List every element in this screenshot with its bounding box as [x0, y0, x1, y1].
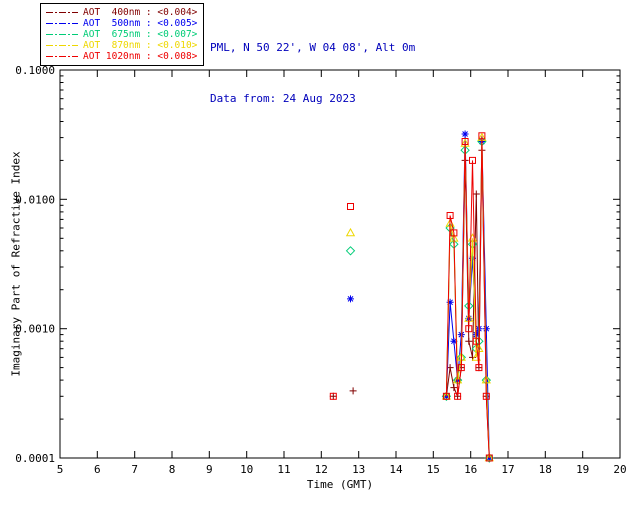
svg-text:5: 5 — [57, 463, 64, 476]
legend-line-sample — [46, 56, 78, 57]
y-axis-label: Imaginary Part of Refractive Index — [9, 151, 23, 377]
legend-box: AOT 400nm : <0.004> AOT 500nm : <0.005> AO… — [40, 3, 205, 66]
svg-text:7: 7 — [131, 463, 138, 476]
svg-text:0.0010: 0.0010 — [15, 323, 55, 336]
x-axis-tick-labels: 5 6 7 8 9 10 11 12 13 14 15 16 17 18 19 20 — [57, 463, 627, 476]
station-info: PML, N 50 22', W 04 08', Alt 0m — [210, 41, 416, 54]
svg-text:18: 18 — [539, 463, 552, 476]
legend-item-1: AOT 500nm : <0.005> — [45, 18, 197, 29]
legend-item-2: AOT 675nm : <0.007> — [45, 29, 197, 40]
plot-frame — [59, 69, 621, 459]
svg-text:14: 14 — [389, 463, 403, 476]
svg-text:17: 17 — [501, 463, 514, 476]
header: PML, N 50 22', W 04 08', Alt 0m Data fro… — [210, 5, 415, 141]
series-aot-675nm — [345, 136, 495, 463]
svg-text:6: 6 — [94, 463, 101, 476]
legend-label: AOT 500nm : <0.005> — [83, 18, 198, 29]
legend-line-sample — [46, 12, 78, 13]
svg-text:13: 13 — [352, 463, 365, 476]
legend-label: AOT 675nm : <0.007> — [83, 29, 198, 40]
legend-line-sample — [46, 45, 78, 46]
legend-item-0: AOT 400nm : <0.004> — [45, 7, 197, 18]
x-axis-label: Time (GMT) — [306, 478, 374, 491]
svg-text:19: 19 — [576, 463, 589, 476]
series-aot-1020nm — [329, 132, 493, 462]
series-aot-870nm — [345, 132, 494, 462]
svg-text:0.0001: 0.0001 — [15, 452, 55, 465]
legend-line-sample — [46, 34, 78, 35]
legend-line-sample — [46, 23, 78, 24]
legend-item-4: AOT 1020nm : <0.008> — [45, 51, 197, 62]
svg-text:0.1000: 0.1000 — [15, 64, 55, 77]
x-axis-ticks — [59, 70, 621, 458]
svg-text:10: 10 — [240, 463, 253, 476]
legend-label: AOT 1020nm : <0.008> — [83, 51, 198, 62]
svg-text:0.0100: 0.0100 — [15, 193, 55, 206]
svg-text:12: 12 — [315, 463, 328, 476]
legend-item-3: AOT 870nm : <0.010> — [45, 40, 197, 51]
svg-text:9: 9 — [206, 463, 213, 476]
svg-text:16: 16 — [464, 463, 477, 476]
data-date: Data from: 24 Aug 2023 — [210, 92, 356, 105]
svg-text:15: 15 — [427, 463, 440, 476]
svg-text:11: 11 — [277, 463, 290, 476]
legend-label: AOT 870nm : <0.010> — [83, 40, 198, 51]
svg-text:8: 8 — [169, 463, 176, 476]
legend-label: AOT 400nm : <0.004> — [83, 7, 198, 18]
y-axis-ticks — [60, 69, 620, 459]
svg-text:20: 20 — [613, 463, 626, 476]
y-axis-tick-labels: 0.0001 0.0010 0.0100 0.1000 — [15, 64, 55, 465]
series-aot-500nm — [347, 130, 493, 462]
